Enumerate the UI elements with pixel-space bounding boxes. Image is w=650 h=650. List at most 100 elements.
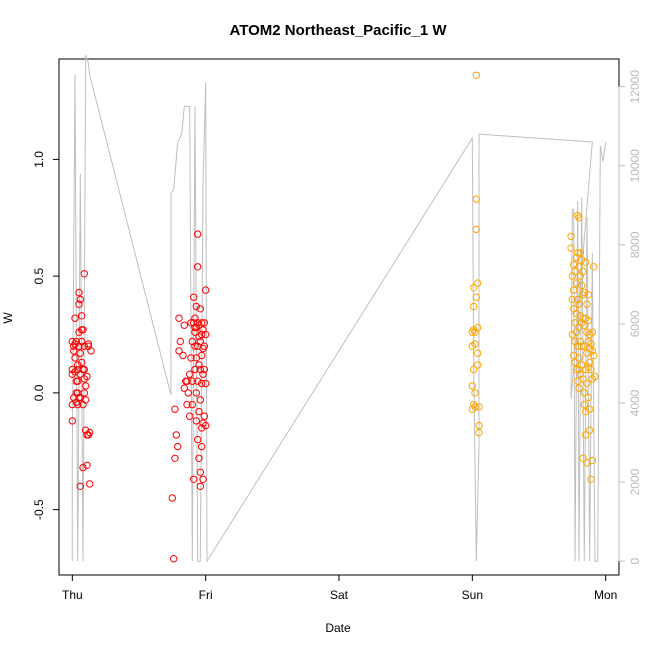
- data-point: [195, 454, 203, 462]
- data-point: [190, 475, 198, 483]
- data-point: [575, 384, 583, 392]
- data-point: [74, 400, 82, 409]
- x-tick-label: Mon: [594, 588, 617, 602]
- chart-title: ATOM2 Northeast_Pacific_1 W: [229, 22, 447, 39]
- data-point: [196, 468, 205, 476]
- data-point: [471, 340, 479, 348]
- data-point: [574, 295, 582, 304]
- data-point: [470, 284, 478, 292]
- data-point: [580, 288, 588, 297]
- data-point: [196, 482, 205, 490]
- data-point: [200, 319, 209, 327]
- right-y-tick-label: 0: [628, 558, 642, 565]
- data-point: [180, 321, 189, 329]
- data-point: [584, 291, 592, 299]
- data-point: [202, 286, 210, 294]
- data-point: [567, 232, 575, 241]
- data-point: [590, 351, 598, 360]
- data-point: [179, 351, 187, 360]
- data-point: [71, 354, 79, 362]
- data-point: [84, 340, 93, 348]
- data-point: [79, 326, 87, 334]
- data-point: [575, 263, 583, 271]
- data-point: [74, 361, 82, 369]
- data-point: [583, 379, 591, 388]
- data-point: [575, 300, 583, 308]
- data-point: [588, 347, 596, 355]
- data-point: [200, 365, 209, 374]
- data-point: [198, 424, 206, 432]
- data-point: [470, 365, 478, 374]
- data-point: [582, 314, 590, 322]
- data-point: [195, 361, 203, 369]
- data-point: [571, 267, 579, 276]
- data-point: [578, 342, 586, 350]
- data-point: [72, 389, 81, 397]
- data-point: [474, 279, 482, 287]
- data-point: [578, 319, 586, 327]
- data-point: [191, 365, 199, 374]
- data-point: [82, 396, 90, 404]
- data-point: [591, 372, 599, 381]
- data-point: [584, 316, 592, 325]
- data-point: [474, 349, 482, 357]
- plot-area: [58, 58, 620, 576]
- data-point: [472, 293, 480, 301]
- data-point: [586, 405, 594, 413]
- data-point: [174, 442, 182, 451]
- data-point: [87, 347, 95, 355]
- data-point: [79, 463, 87, 472]
- data-point: [568, 330, 576, 339]
- data-point: [202, 421, 210, 430]
- data-point: [83, 461, 91, 469]
- data-point: [196, 337, 205, 346]
- data-point: [475, 428, 483, 437]
- data-point: [171, 454, 179, 462]
- data-point: [590, 263, 598, 271]
- data-point: [195, 407, 203, 416]
- data-point: [582, 258, 590, 266]
- data-point: [587, 340, 595, 348]
- data-point: [471, 403, 479, 411]
- data-point: [183, 377, 191, 385]
- right-y-tick-label: 10000: [628, 149, 642, 183]
- data-point: [186, 412, 194, 420]
- data-point: [186, 370, 194, 378]
- data-point: [472, 195, 480, 203]
- right-y-tick-label: 6000: [628, 310, 642, 337]
- data-point: [86, 480, 94, 488]
- data-point: [582, 407, 590, 416]
- data-point: [196, 396, 205, 404]
- data-point: [587, 475, 595, 483]
- data-point: [198, 330, 206, 339]
- data-point: [78, 358, 86, 367]
- data-point: [200, 342, 209, 350]
- data-point: [68, 417, 77, 425]
- x-axis-label: Date: [325, 621, 351, 635]
- data-point: [80, 342, 89, 350]
- data-point: [575, 354, 583, 362]
- data-point: [194, 377, 202, 385]
- data-point: [76, 482, 85, 490]
- x-axis: Thu Fri Sat Sun Mon: [62, 574, 617, 602]
- data-point: [75, 288, 83, 297]
- data-point: [471, 389, 479, 397]
- data-point: [199, 475, 207, 483]
- data-point: [568, 295, 576, 304]
- data-point: [80, 270, 89, 278]
- data-point: [80, 389, 89, 397]
- data-point: [68, 400, 77, 409]
- data-point: [82, 382, 90, 390]
- data-point: [175, 347, 183, 355]
- data-point: [582, 431, 590, 439]
- secondary-series-line: [71, 54, 607, 563]
- data-point: [588, 328, 596, 336]
- data-point: [194, 230, 202, 238]
- data-point: [188, 377, 197, 385]
- data-point: [192, 302, 201, 311]
- data-point: [183, 400, 191, 409]
- data-point: [196, 305, 205, 313]
- y-axis-label: W: [1, 312, 15, 324]
- data-point: [572, 365, 580, 374]
- data-point: [579, 267, 587, 276]
